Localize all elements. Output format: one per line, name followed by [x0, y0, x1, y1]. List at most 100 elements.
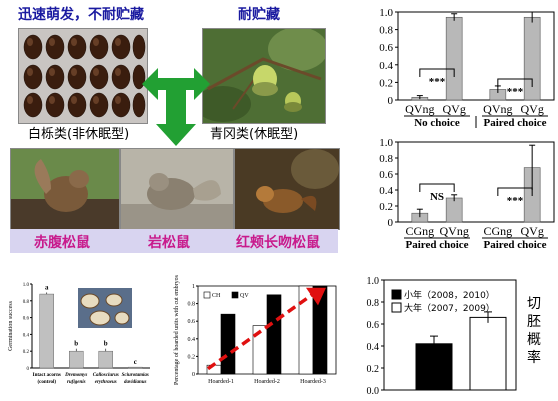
category-label: QVng [483, 102, 512, 116]
white-oak-acorns-photo [18, 28, 148, 124]
category-label: Sciurotamias [122, 373, 149, 378]
group-name: No choice [414, 117, 460, 129]
y-tick-label: 0.2 [367, 364, 380, 375]
squirrel-label-bar [10, 229, 338, 253]
category-label: QVng [405, 102, 434, 116]
bar [523, 16, 541, 101]
category-label: CGng [484, 224, 513, 238]
group-name: Paired choice [405, 239, 468, 251]
y-tick-label: 0.6 [23, 317, 30, 322]
trend-arrow-head [306, 287, 326, 306]
category-label: rufigenis [67, 380, 86, 385]
plot-frame [397, 141, 555, 223]
ring-cup-oak-photo [202, 28, 326, 124]
y-tick-label: 0.2 [188, 354, 196, 360]
category-label: Callosciurus [93, 373, 119, 378]
y-axis-label-char: 概 [527, 332, 541, 348]
red-bellied-squirrel-photo [10, 148, 120, 230]
y-tick-label: 0.6 [379, 169, 393, 181]
squirrel-label-long-nosed: 红颊长吻松鼠 [236, 235, 320, 251]
y-tick-label: 0.8 [367, 298, 380, 309]
group-name: Paired choice [483, 239, 546, 251]
group-name: Paired choice [483, 117, 546, 129]
category-label: Intact acorns [33, 373, 61, 378]
long-nosed-squirrel-photo [234, 148, 340, 230]
y-tick-label: 0.6 [379, 42, 393, 54]
y-tick-label: 0.4 [379, 185, 393, 197]
y-tick-label: 0.8 [379, 25, 393, 37]
white-oak-label: 白栎类(非休眠型) [28, 127, 130, 142]
category-label: QVg [442, 102, 465, 116]
y-tick-label: 0.2 [379, 201, 393, 213]
legend-label: 小年（2008，2010） [404, 289, 495, 301]
y-tick-label: 1 [192, 284, 195, 290]
chart-cut-probability: 0.0 0.2 0.4 0.6 0.8 1.0 小年（2008，2010）大年（2007，2… [367, 276, 542, 397]
bar [98, 350, 113, 369]
squirrel-image-3 [235, 149, 339, 229]
bar [220, 313, 236, 375]
significance-bracket [419, 183, 455, 192]
y-tick-label: 0.4 [379, 60, 393, 72]
legend-swatch [391, 302, 402, 313]
significance-label: NS [430, 191, 444, 203]
title-fast-germination: 迅速萌发，不耐贮藏 [18, 7, 144, 23]
cut-acorn-inset-photo [78, 288, 132, 328]
category-label: Dremomys [64, 373, 87, 378]
y-tick-label: 0.8 [188, 302, 196, 308]
bar [445, 197, 463, 223]
y-tick-label: 0 [388, 95, 394, 107]
significance-letter: a [45, 283, 49, 291]
squirrel-label-red-bellied: 赤腹松鼠 [34, 235, 90, 251]
y-tick-label: 0.0 [367, 386, 380, 397]
bar [445, 16, 463, 101]
y-tick-label: 0 [388, 217, 394, 229]
y-axis-label: Germination success [8, 300, 14, 350]
legend-swatch [203, 291, 211, 299]
y-tick-label: 0.8 [379, 153, 393, 165]
y-axis-label-char: 率 [527, 349, 541, 366]
category-label: Hoarded-1 [208, 379, 234, 385]
category-label: CGng [406, 224, 435, 238]
y-tick-label: 0 [192, 372, 195, 378]
legend-label: 大年（2007，2009） [404, 302, 495, 314]
y-tick-label: 0.2 [23, 350, 30, 355]
category-label: Hoarded-3 [300, 379, 326, 385]
significance-label: *** [429, 76, 446, 88]
significance-letter: b [74, 340, 78, 348]
chart-cut-embryos: 0 0.2 0.4 0.6 0.8 1 Percentage of hoarded unit… [173, 274, 337, 385]
squirrel-image-2 [121, 149, 233, 229]
y-axis-label-char: 胚 [527, 314, 541, 330]
y-axis-label-char: 切 [527, 296, 541, 312]
ring-cup-oak-label: 青冈类(休眠型) [210, 127, 299, 142]
category-label: (control) [37, 380, 56, 385]
category-label: QVng [439, 224, 468, 238]
y-tick-label: 0.8 [23, 300, 30, 305]
y-tick-label: 0 [27, 367, 30, 372]
chart-germination-success: 0 0.2 0.4 0.6 0.8 1.0 Germination success a Inta… [8, 283, 150, 385]
title-storage-tolerant: 耐贮藏 [238, 7, 280, 23]
legend-swatch [231, 291, 239, 299]
rock-squirrel-photo [120, 148, 234, 230]
significance-label: *** [507, 195, 524, 207]
plot-frame [397, 11, 555, 101]
y-tick-label: 1.0 [379, 137, 393, 149]
y-tick-label: 0.2 [379, 77, 393, 89]
bar [469, 316, 507, 391]
significance-letter: c [134, 358, 137, 366]
green-acorn-scene [203, 29, 325, 123]
category-label: erythraeus [95, 380, 117, 385]
y-tick-label: 0.6 [367, 320, 380, 331]
significance-letter: b [104, 340, 108, 348]
trend-arrow-line [206, 293, 314, 371]
bidirectional-arrow-icon [142, 68, 210, 146]
squirrel-image-1 [11, 149, 119, 229]
category-label: davidianus [124, 380, 147, 385]
y-tick-label: 0.4 [367, 342, 380, 353]
y-tick-label: 0.6 [188, 319, 196, 325]
bar [266, 294, 282, 375]
y-tick-label: 0.4 [188, 337, 196, 343]
y-tick-label: 1.0 [367, 276, 380, 287]
legend-label: CH [212, 293, 221, 299]
category-label: QVg [520, 102, 543, 116]
